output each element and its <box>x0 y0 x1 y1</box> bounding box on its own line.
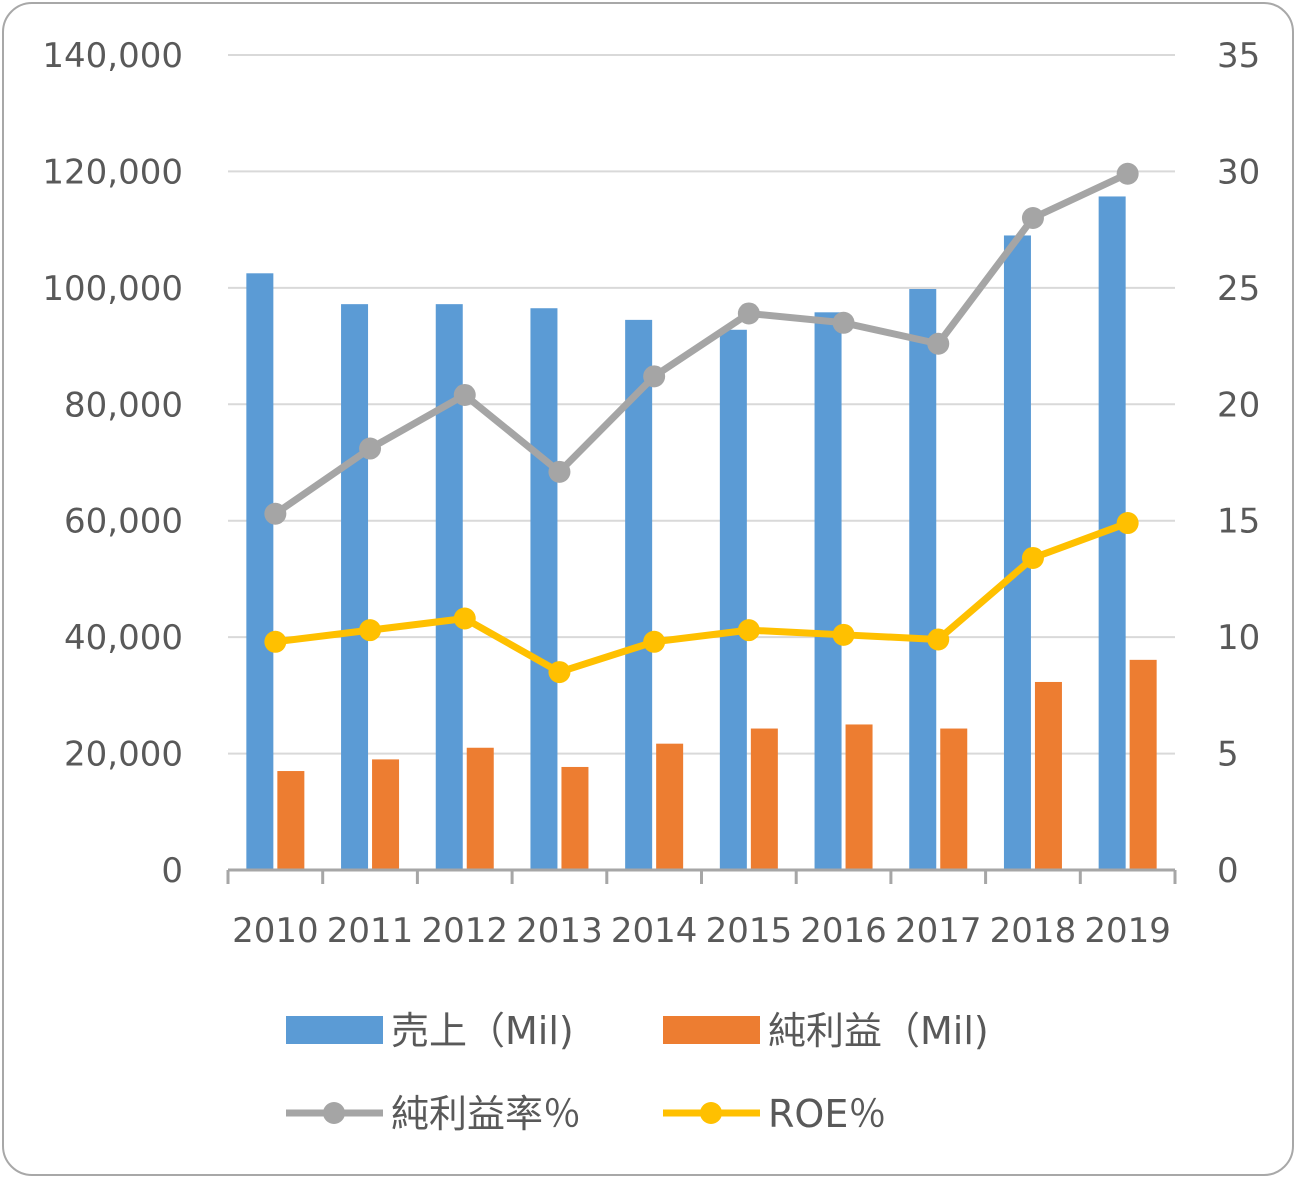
y-right-tick-label: 5 <box>1217 735 1239 775</box>
y-left-tick-label: 20,000 <box>64 735 183 775</box>
net-income-bar <box>1129 659 1157 870</box>
legend-label: ROE％ <box>768 1092 886 1136</box>
net-margin-point <box>359 437 382 460</box>
y-left-tick-label: 80,000 <box>64 385 183 425</box>
y-right-tick-label: 35 <box>1217 36 1260 76</box>
roe-point <box>264 630 287 653</box>
y-left-tick-label: 0 <box>161 851 183 891</box>
x-tick-label: 2017 <box>895 911 982 951</box>
x-tick-label: 2012 <box>421 911 508 951</box>
x-tick-label: 2014 <box>611 911 698 951</box>
x-tick-label: 2013 <box>516 911 603 951</box>
net-margin-point <box>453 383 476 406</box>
legend-label: 売上（Mil) <box>391 1009 574 1053</box>
net-margin-point <box>264 502 287 525</box>
y-right-tick-label: 20 <box>1217 385 1260 425</box>
y-left-tick-label: 140,000 <box>42 36 183 76</box>
legend-label: 純利益率％ <box>391 1092 581 1136</box>
net-margin-point <box>927 332 950 355</box>
roe-point <box>927 628 950 651</box>
legend-swatch <box>286 1016 383 1044</box>
sales-bar <box>719 329 747 870</box>
sales-bar <box>246 273 274 870</box>
net-margin-point <box>737 302 760 325</box>
legend-marker <box>700 1102 722 1124</box>
roe-point <box>453 607 476 630</box>
y-right-tick-label: 15 <box>1217 502 1260 542</box>
legend-marker <box>323 1102 345 1124</box>
net-income-bar <box>561 766 589 870</box>
roe-point <box>643 630 666 653</box>
x-tick-label: 2010 <box>232 911 319 951</box>
net-income-bar <box>940 728 968 870</box>
net-income-bar <box>845 724 873 870</box>
roe-point <box>359 619 382 642</box>
roe-point <box>548 661 571 684</box>
roe-line <box>274 519 1129 676</box>
y-left-tick-label: 40,000 <box>64 618 183 658</box>
sales-bar <box>909 289 937 870</box>
sales-bar <box>341 304 369 871</box>
y-right-tick-label: 25 <box>1217 269 1260 309</box>
sales-bar <box>530 308 558 870</box>
roe-point <box>1021 546 1044 569</box>
x-tick-label: 2015 <box>706 911 793 951</box>
net-income-bar <box>466 747 494 870</box>
x-tick-label: 2019 <box>1084 911 1171 951</box>
y-right-tick-label: 30 <box>1217 152 1260 192</box>
y-right-tick-label: 0 <box>1217 851 1239 891</box>
x-tick-label: 2011 <box>327 911 414 951</box>
legend-label: 純利益（Mil) <box>768 1009 989 1053</box>
y-right-tick-label: 10 <box>1217 618 1260 658</box>
legend-swatch <box>663 1016 760 1044</box>
y-left-tick-label: 60,000 <box>64 502 183 542</box>
roe-point <box>832 623 855 646</box>
sales-bar <box>625 319 653 870</box>
net-margin-point <box>1116 162 1139 185</box>
y-left-tick-label: 100,000 <box>42 269 183 309</box>
net-income-bar <box>372 759 400 870</box>
net-income-bar <box>750 728 778 870</box>
net-margin-point <box>548 460 571 483</box>
net-income-bar <box>277 771 305 870</box>
roe-point <box>1116 512 1139 535</box>
x-tick-label: 2018 <box>990 911 1077 951</box>
y-left-tick-label: 120,000 <box>42 152 183 192</box>
x-tick-label: 2016 <box>800 911 887 951</box>
net-margin-point <box>832 311 855 334</box>
net-income-bar <box>656 743 684 870</box>
sales-bar <box>814 312 842 870</box>
roe-point <box>737 619 760 642</box>
net-margin-point <box>643 365 666 388</box>
net-margin-line <box>273 170 1130 517</box>
net-income-bar <box>1034 681 1062 870</box>
net-margin-point <box>1021 207 1044 229</box>
